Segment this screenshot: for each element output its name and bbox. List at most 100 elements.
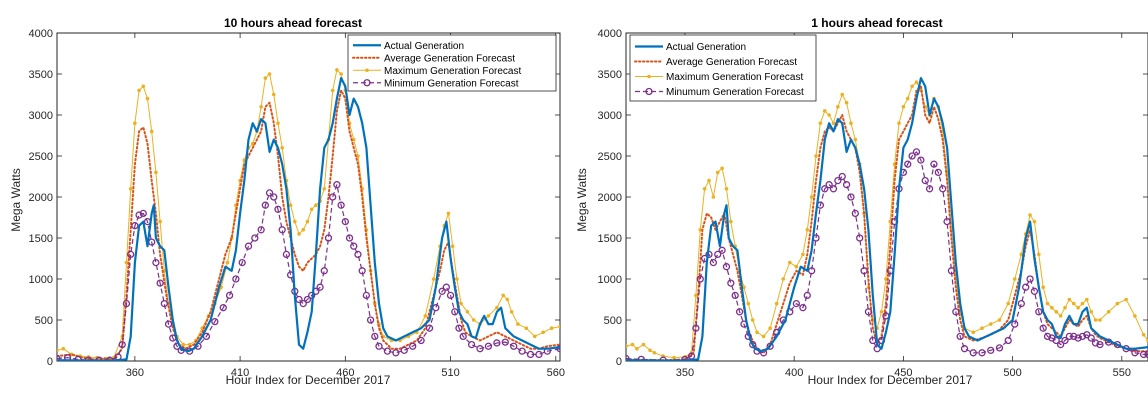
data-point-minimum <box>1035 308 1043 316</box>
data-point-minimum <box>467 340 476 349</box>
legend-label: Maximum Generation Forecast <box>384 66 521 77</box>
data-point-maximum <box>297 232 301 236</box>
data-point-maximum <box>809 195 814 199</box>
y-tick-label: 3500 <box>29 69 53 81</box>
data-point-maximum <box>702 187 707 191</box>
legend-label: Minumum Generation Forecast <box>666 87 804 98</box>
data-point-maximum <box>905 96 910 101</box>
y-tick-label: 4000 <box>29 28 53 40</box>
data-point-maximum <box>652 351 657 355</box>
data-point-minimum <box>219 304 227 312</box>
data-point-maximum <box>271 92 276 97</box>
data-point-minimum <box>1139 350 1148 359</box>
data-point-minimum <box>904 160 912 168</box>
data-point-minimum <box>164 320 173 328</box>
data-point-maximum <box>814 154 818 158</box>
data-point-minimum <box>135 211 143 219</box>
data-point-maximum <box>471 318 476 322</box>
data-point-maximum <box>635 346 639 351</box>
x-tick-label: 450 <box>894 367 912 379</box>
data-point-minimum <box>995 344 1004 352</box>
data-point-maximum <box>761 334 766 339</box>
data-point-maximum <box>516 322 520 326</box>
data-point-minimum <box>912 148 921 156</box>
data-point-maximum <box>1124 297 1128 302</box>
data-point-minimum <box>274 205 282 213</box>
data-point-minimum <box>856 234 864 242</box>
data-point-maximum <box>1054 310 1059 314</box>
data-point-minimum <box>921 176 929 185</box>
data-point-maximum <box>149 129 154 134</box>
data-point-maximum <box>879 310 884 314</box>
y-tick-label: 2500 <box>598 151 622 163</box>
data-point-maximum <box>788 260 792 265</box>
data-point-maximum <box>914 80 919 84</box>
data-point-minimum <box>1004 336 1012 345</box>
data-point-minimum <box>493 339 501 347</box>
data-point-maximum <box>1063 305 1067 310</box>
data-point-minimum <box>1030 287 1039 295</box>
data-point-maximum <box>641 342 646 347</box>
data-point-minimum <box>160 299 168 308</box>
data-point-minimum <box>1011 320 1019 328</box>
data-point-maximum <box>200 326 205 331</box>
data-point-maximum <box>486 314 491 318</box>
data-point-maximum <box>455 277 459 281</box>
data-point-maximum <box>1071 301 1076 306</box>
data-point-minimum <box>860 267 868 275</box>
y-tick-label: 500 <box>35 315 53 327</box>
data-point-maximum <box>971 330 976 335</box>
data-point-maximum <box>259 105 263 109</box>
data-point-maximum <box>1006 301 1011 306</box>
data-point-maximum <box>541 330 545 335</box>
data-point-minimum <box>987 346 995 354</box>
data-point-minimum <box>807 267 816 275</box>
data-point-maximum <box>805 228 810 232</box>
y-tick-label: 2500 <box>29 151 53 163</box>
data-point-minimum <box>626 354 630 361</box>
data-point-maximum <box>501 293 505 298</box>
data-point-minimum <box>714 250 722 259</box>
data-point-maximum <box>322 187 327 191</box>
data-point-minimum <box>425 324 434 332</box>
data-point-maximum <box>225 260 230 265</box>
data-point-minimum <box>127 250 135 259</box>
y-tick-label: 0 <box>47 356 53 368</box>
x-tick-label: 460 <box>336 367 354 379</box>
y-tick-label: 2000 <box>598 192 622 204</box>
data-point-maximum <box>755 330 759 335</box>
y-tick-label: 2000 <box>29 192 53 204</box>
data-point-maximum <box>431 277 436 281</box>
data-point-minimum <box>696 275 704 283</box>
data-point-maximum <box>774 301 779 306</box>
data-point-maximum <box>707 178 711 183</box>
data-point-maximum <box>450 244 455 248</box>
data-point-minimum <box>362 291 371 300</box>
data-point-maximum <box>309 207 314 212</box>
data-point-minimum <box>329 193 337 201</box>
data-point-maximum <box>781 277 786 281</box>
data-point-minimum <box>952 308 960 316</box>
data-point-minimum <box>392 349 400 357</box>
x-axis-label: Hour Index for December 2017 <box>226 373 391 387</box>
data-point-minimum <box>303 295 312 304</box>
data-point-maximum <box>827 113 831 117</box>
y-tick-label: 4000 <box>598 28 622 40</box>
data-point-maximum <box>1041 285 1045 290</box>
chart-10h-ahead: 10 hours ahead forecast Hour Index for D… <box>9 16 565 387</box>
data-point-maximum <box>750 318 755 322</box>
data-point-minimum <box>409 342 417 350</box>
y-tick-label: 1000 <box>598 274 622 286</box>
data-point-maximum <box>648 348 652 353</box>
data-point-minimum <box>792 299 801 308</box>
data-point-maximum <box>1045 301 1050 306</box>
data-point-minimum <box>847 193 855 201</box>
data-point-maximum <box>630 342 635 347</box>
data-point-maximum <box>1050 305 1054 310</box>
data-point-minimum <box>345 234 354 242</box>
data-point-maximum <box>988 322 993 326</box>
legend-label: Average Generation Forecast <box>384 53 515 64</box>
y-tick-label: 3000 <box>29 110 53 122</box>
data-point-maximum <box>330 88 335 93</box>
data-point-maximum <box>423 314 428 318</box>
